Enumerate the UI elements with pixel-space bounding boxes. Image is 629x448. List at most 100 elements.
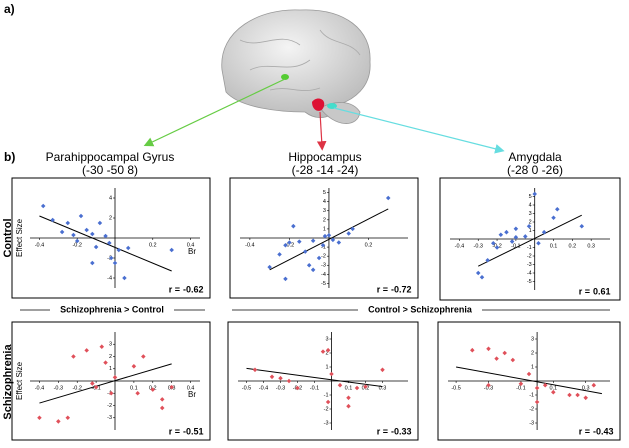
x-tick-label: 0.1 [550,243,558,249]
point [90,260,95,266]
y-tick-label: 2 [529,219,532,225]
point [486,346,491,352]
point [325,399,331,405]
point [93,384,99,390]
y-tick-label: -2 [321,254,326,260]
r-label: r = [579,426,590,436]
point [380,367,385,373]
r-value: -0.62 [183,284,204,294]
point [135,390,140,396]
y-tick-label: -4 [527,270,532,276]
y-tick-label: 5 [529,194,532,200]
y-tick-label: 1 [109,366,112,372]
region-name: Hippocampus [288,150,361,164]
x-tick-label: 0.2 [149,242,157,248]
region-name: Parahippocampal Gyrus [46,150,175,164]
point [346,403,351,409]
region-coords: (-28 0 -26) [507,163,563,177]
point [591,382,597,388]
contrast-label: Control > Schizophrenia [368,304,473,314]
point [310,267,316,273]
y-tick-label: -4 [107,275,112,281]
point [116,247,122,253]
point [269,374,275,380]
point [536,240,541,246]
point [125,245,131,251]
point [310,238,316,243]
point [513,226,519,232]
point [336,240,342,245]
point [84,227,89,233]
regression-line [478,214,582,267]
y-tick-label: 4 [529,202,532,208]
point [297,239,302,244]
point [278,375,283,381]
y-axis-label: Effect Size [15,361,24,400]
point [509,239,515,244]
x-tick-label: -0.1 [310,385,319,391]
point [337,382,343,388]
point [325,347,331,353]
y-tick-label: -4 [321,272,326,278]
point [542,382,548,388]
y-tick-label: 2 [109,354,112,360]
y-tick-label: 1 [529,228,532,234]
panel-label: b) [4,150,15,164]
point [498,232,504,238]
region-coords: (-28 -14 -24) [292,163,359,177]
y-tick-label: -2 [527,253,532,259]
y-tick-label: -2 [107,403,112,409]
point [316,255,322,261]
point [103,360,108,365]
point [65,415,71,421]
point [494,356,499,361]
point [322,233,328,239]
x-tick-label: 0.3 [582,385,590,391]
contrast-label: Schizophrenia > Control [60,304,164,314]
panel-frame [437,321,621,441]
point [567,392,572,398]
point [283,276,288,282]
r-value: 0.61 [593,286,611,296]
y-tick-label: 3 [529,211,532,217]
x-tick-label: -0.3 [484,385,493,391]
point [475,270,481,276]
point [329,371,334,377]
panel-frame [439,177,621,301]
point [65,220,71,226]
point [551,389,556,395]
point [56,419,61,424]
point [99,344,105,349]
point [122,275,127,281]
r-value: -0.43 [593,426,614,436]
point [579,223,585,229]
point [159,397,165,402]
x-tick-label: -0.4 [245,242,254,248]
point [131,364,137,369]
y-tick-label: 4 [323,199,326,205]
y-tick-label: -2 [529,406,534,412]
point [363,384,368,389]
point [485,257,490,263]
r-value: -0.51 [183,426,204,436]
x-tick-label: -0.2 [72,242,81,248]
y-tick-label: 1 [323,226,326,232]
brain-image [143,9,505,154]
point [486,382,491,388]
r-label: r = [377,284,388,294]
point [470,347,475,353]
r-label: r = [169,426,180,436]
y-tick-label: -3 [321,263,326,269]
y-tick-label: 3 [109,342,112,348]
y-tick-label: -3 [324,420,329,426]
regression-line [456,366,602,395]
point [479,274,485,280]
point [267,264,272,270]
y-tick-label: -5 [321,281,326,287]
x-tick-label: -0.4 [35,385,44,391]
point [320,243,326,248]
x-tick-label: -0.4 [259,385,268,391]
region-coords: (-30 -50 8) [82,163,138,177]
y-tick-label: -2 [324,406,329,412]
point [71,232,76,238]
